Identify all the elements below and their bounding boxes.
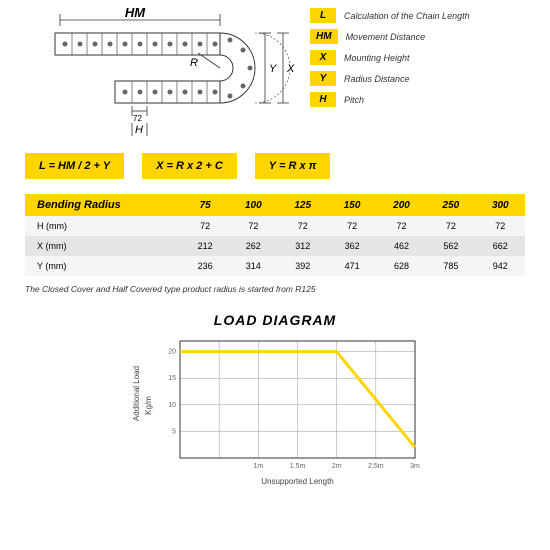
legend-badge: X (310, 50, 336, 65)
h-label: H (135, 124, 143, 136)
legend-badge: L (310, 8, 336, 23)
table-col: 300 (476, 194, 525, 216)
svg-text:5: 5 (172, 428, 176, 435)
y-label: Y (269, 63, 277, 75)
legend-text: Pitch (344, 95, 364, 105)
svg-text:1m: 1m (253, 463, 263, 470)
svg-text:Additional Load: Additional Load (132, 366, 141, 421)
svg-text:Kg/m: Kg/m (144, 396, 153, 415)
legend-badge: H (310, 92, 336, 107)
legend-row: L Calculation of the Chain Length (310, 8, 525, 23)
legend-row: X Mounting Height (310, 50, 525, 65)
formula: Y = R x π (255, 153, 331, 179)
svg-text:1.5m: 1.5m (290, 463, 306, 470)
formula: L = HM / 2 + Y (25, 153, 124, 179)
svg-text:20: 20 (168, 349, 176, 356)
legend-text: Calculation of the Chain Length (344, 11, 470, 21)
svg-text:2m: 2m (332, 463, 342, 470)
formula-row: L = HM / 2 + Y X = R x 2 + C Y = R x π (25, 153, 525, 179)
legend-text: Radius Distance (344, 74, 410, 84)
r-label: R (190, 57, 198, 69)
svg-text:2.5m: 2.5m (368, 463, 384, 470)
table-col: 125 (278, 194, 327, 216)
load-diagram-title: LOAD DIAGRAM (25, 312, 525, 328)
bending-radius-table: Bending Radius 75 100 125 150 200 250 30… (25, 194, 525, 276)
svg-text:10: 10 (168, 402, 176, 409)
table-row: Y (mm)236314392471628785942 (25, 256, 525, 276)
table-header-label: Bending Radius (25, 194, 182, 216)
pitch-value: 72 (133, 114, 142, 123)
table-col: 100 (229, 194, 278, 216)
table-col: 250 (426, 194, 475, 216)
x-label: X (286, 63, 295, 75)
legend-badge: HM (310, 29, 338, 44)
table-col: 150 (327, 194, 376, 216)
table-col: 75 (182, 194, 229, 216)
svg-text:Unsupported Length: Unsupported Length (261, 477, 334, 486)
legend-badge: Y (310, 71, 336, 86)
legend: L Calculation of the Chain Length HM Movem… (310, 8, 525, 138)
legend-text: Movement Distance (346, 32, 426, 42)
svg-text:3m: 3m (410, 463, 420, 470)
table-row: X (mm)212262312362462562662 (25, 236, 525, 256)
table-row: H (mm)72727272727272 (25, 216, 525, 236)
legend-text: Mounting Height (344, 53, 410, 63)
legend-row: Y Radius Distance (310, 71, 525, 86)
formula: X = R x 2 + C (142, 153, 237, 179)
table-col: 200 (377, 194, 426, 216)
legend-row: H Pitch (310, 92, 525, 107)
svg-text:15: 15 (168, 375, 176, 382)
footnote: The Closed Cover and Half Covered type p… (25, 284, 525, 294)
legend-row: HM Movement Distance (310, 29, 525, 44)
hm-label: HM (125, 8, 146, 20)
load-diagram-chart: 1m 1.5m 2m 2.5m 3m 5 10 15 20 Unsupported Length A… (25, 333, 525, 488)
chain-diagram: HM R Y (25, 8, 295, 138)
